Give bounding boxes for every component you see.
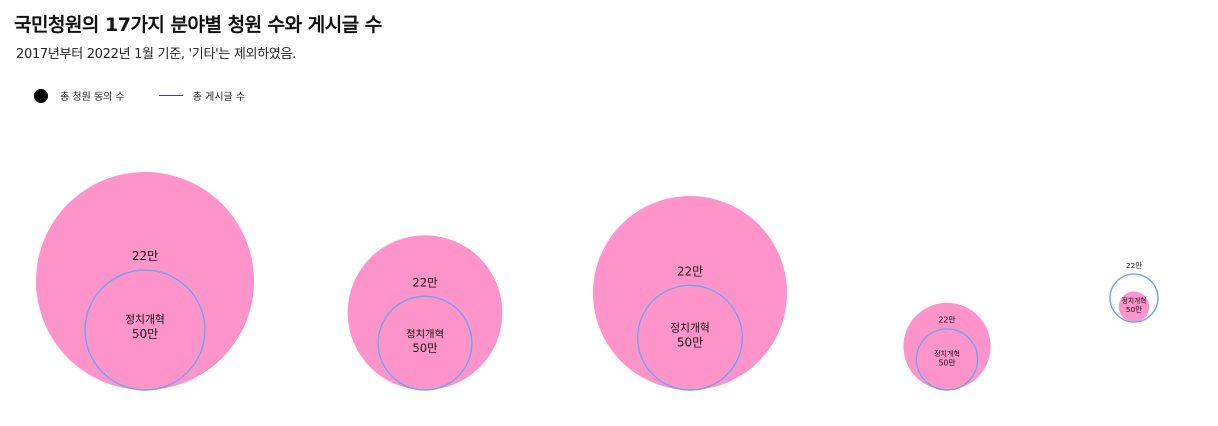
legend-label-petition: 총 청원 동의 수 <box>60 92 125 103</box>
posts-bubble <box>915 328 979 391</box>
posts-value-label: 22만 <box>412 276 438 290</box>
category-label: 정치개혁 <box>670 321 710 334</box>
petition-value-label: 50만 <box>677 335 703 349</box>
petition-bubble <box>592 195 788 390</box>
legend-line-icon <box>158 95 183 96</box>
posts-bubble <box>1109 273 1159 323</box>
posts-value-label: 22만 <box>938 315 955 324</box>
petition-value-label: 50만 <box>412 341 438 355</box>
posts-bubble <box>84 269 206 391</box>
legend-label-posts: 총 게시글 수 <box>192 92 246 103</box>
posts-value-label: 22만 <box>132 249 158 263</box>
petition-value-label: 50만 <box>132 327 158 341</box>
posts-value-label: 22만 <box>677 264 703 278</box>
category-label: 정치개혁 <box>1122 296 1147 305</box>
petition-bubble <box>1118 291 1150 322</box>
legend: 총 청원 동의 수 총 게시글 수 <box>34 88 245 103</box>
category-label: 정치개혁 <box>125 313 165 326</box>
posts-bubble <box>636 284 744 391</box>
chart-subtitle: 2017년부터 2022년 1월 기준, '기타'는 제외하였음. <box>16 47 297 62</box>
category-label: 정치개혁 <box>934 349 960 358</box>
petition-value-label: 50만 <box>1126 305 1142 314</box>
chart-title: 국민청원의 17가지 분야별 청원 수와 게시글 수 <box>14 14 382 36</box>
posts-bubble <box>377 295 473 391</box>
petition-bubble <box>36 172 254 390</box>
posts-value-label: 22만 <box>1126 261 1142 270</box>
category-label: 정치개혁 <box>406 329 444 341</box>
petition-value-label: 50만 <box>938 359 955 368</box>
petition-bubble <box>347 235 503 390</box>
petition-bubble <box>903 302 991 390</box>
legend-filled-circle-icon <box>34 88 48 103</box>
